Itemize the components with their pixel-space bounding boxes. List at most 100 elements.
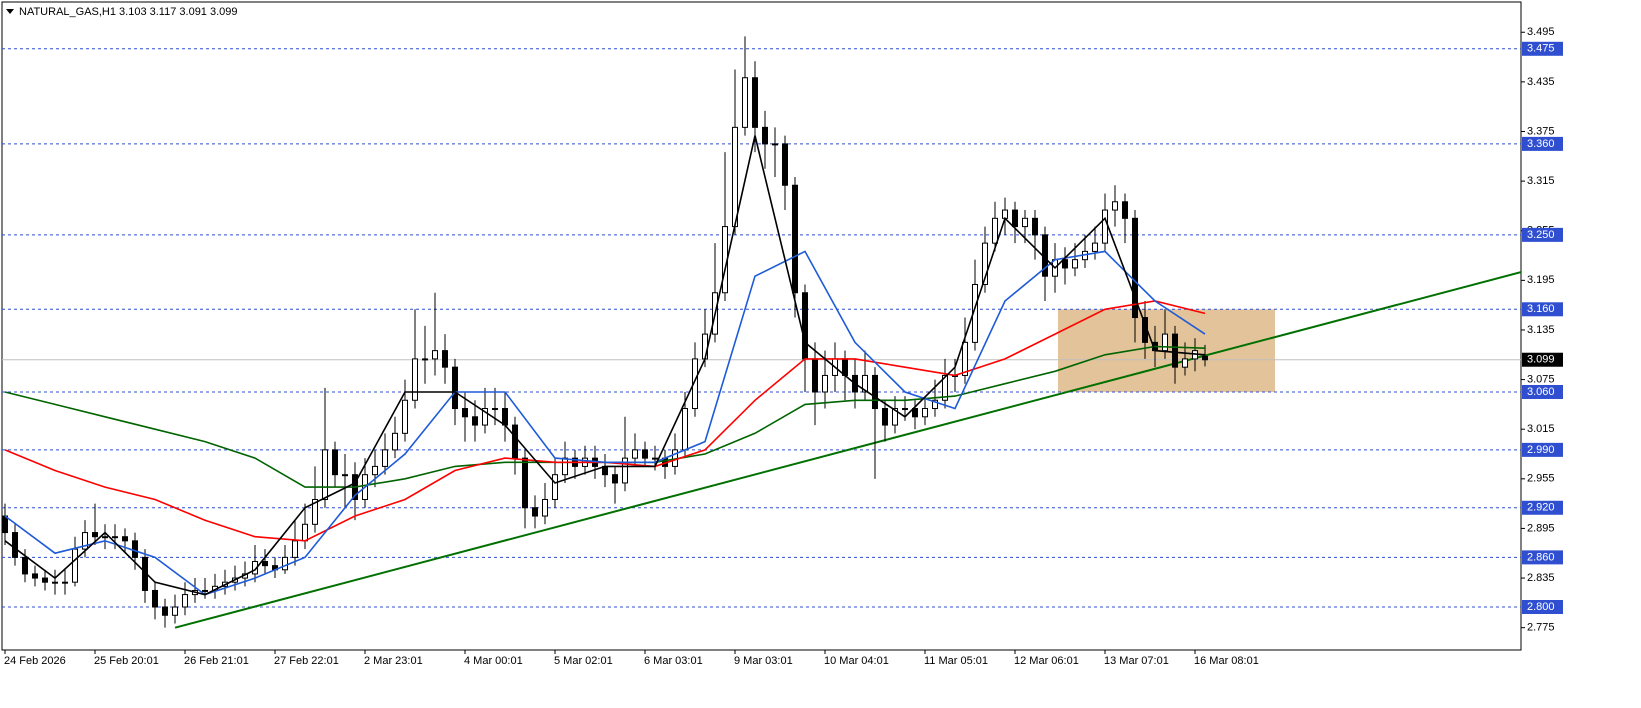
candle-body	[1012, 209, 1018, 228]
candle-body	[902, 408, 908, 411]
candle-body	[502, 408, 508, 426]
candle-body	[392, 432, 398, 451]
candle-body	[822, 374, 828, 393]
candle-body	[962, 341, 968, 376]
level-label-box	[1522, 500, 1563, 515]
candle-body	[432, 350, 438, 360]
plot-layer	[2, 36, 1521, 629]
candle-body	[1172, 333, 1178, 368]
candle-body	[472, 416, 478, 426]
candle-body	[542, 498, 548, 517]
candle-body	[982, 242, 988, 285]
candle-body	[682, 408, 688, 451]
candle-body	[772, 143, 778, 146]
candle-body	[462, 408, 468, 418]
candle-body	[642, 449, 648, 459]
candle-body	[1122, 201, 1128, 219]
candle-body	[1092, 242, 1098, 252]
y-tick-label: 3.075	[1527, 373, 1555, 385]
level-label-box	[1522, 136, 1563, 151]
y-tick-label: 3.195	[1527, 274, 1555, 286]
candle-body	[202, 589, 208, 592]
candle-body	[652, 457, 658, 460]
candle-body	[752, 77, 758, 128]
candle-body	[1162, 333, 1168, 352]
level-label-box	[1522, 227, 1563, 242]
last-price-box	[1522, 352, 1563, 367]
x-tick-label: 2 Mar 23:01	[364, 655, 423, 667]
candle-body	[152, 589, 158, 608]
level-label: 2.860	[1527, 551, 1555, 563]
candle-body	[522, 457, 528, 509]
candle-body	[422, 358, 428, 361]
y-tick-label: 2.835	[1527, 572, 1555, 584]
chart-title: NATURAL_GAS,H1 3.103 3.117 3.091 3.099	[19, 6, 238, 18]
candle-body	[1022, 217, 1028, 228]
candle-body	[632, 449, 638, 459]
level-label-box	[1522, 41, 1563, 56]
y-tick-label: 3.495	[1527, 26, 1555, 38]
candle-body	[122, 536, 128, 542]
x-tick-label: 12 Mar 06:01	[1014, 655, 1079, 667]
candle-body	[62, 581, 68, 584]
level-label: 3.160	[1527, 303, 1555, 315]
y-tick-label: 3.135	[1527, 324, 1555, 336]
candle-body	[22, 556, 28, 575]
level-label-box	[1522, 599, 1563, 614]
candle-body	[742, 77, 748, 128]
candle-body	[32, 573, 38, 579]
x-tick-label: 25 Feb 20:01	[94, 655, 159, 667]
candle-body	[322, 449, 328, 500]
level-label-box	[1522, 442, 1563, 457]
x-tick-label: 13 Mar 07:01	[1104, 655, 1169, 667]
candle-body	[702, 333, 708, 360]
candle-body	[162, 606, 168, 616]
y-tick-label: 3.015	[1527, 423, 1555, 435]
candle-body	[2, 515, 8, 534]
candle-body	[12, 532, 18, 558]
candle-body	[1062, 259, 1068, 269]
candle-body	[692, 358, 698, 410]
candle-body	[342, 474, 348, 477]
x-tick-label: 6 Mar 03:01	[644, 655, 703, 667]
candle-body	[302, 523, 308, 542]
collapse-arrow	[6, 9, 14, 14]
candle-body	[282, 556, 288, 571]
level-label-box	[1522, 302, 1563, 317]
moving-average	[4, 135, 1206, 596]
x-tick-label: 11 Mar 05:01	[924, 655, 988, 667]
last-price-label: 3.099	[1527, 354, 1555, 366]
candle-body	[262, 561, 268, 567]
candle-body	[102, 536, 108, 539]
candle-body	[532, 507, 538, 517]
candle-body	[382, 449, 388, 467]
candle-body	[52, 581, 58, 584]
candle-body	[312, 498, 318, 525]
candle-body	[1002, 209, 1008, 219]
candle-body	[802, 292, 808, 360]
level-label: 2.990	[1527, 444, 1555, 456]
candle-body	[1032, 217, 1038, 236]
candle-body	[512, 424, 518, 459]
candle-body	[372, 465, 378, 476]
plot-frame	[1, 1, 1522, 651]
candle-body	[882, 408, 888, 426]
candle-body	[562, 457, 568, 476]
y-tick-label: 3.375	[1527, 125, 1555, 137]
candle-body	[552, 474, 558, 500]
candle-body	[82, 532, 88, 550]
trendline	[174, 271, 1521, 629]
candle-body	[612, 474, 618, 484]
candle-body	[132, 540, 138, 558]
candle-body	[812, 358, 818, 393]
y-tick-label: 2.955	[1527, 473, 1555, 485]
level-label-box	[1522, 384, 1563, 399]
candle-body	[1132, 217, 1138, 319]
candle-body	[732, 126, 738, 228]
candle-body	[1202, 355, 1208, 361]
x-tick-label: 16 Mar 08:01	[1194, 655, 1259, 667]
candle-body	[622, 457, 628, 484]
candle-body	[182, 594, 188, 608]
level-label-box	[1522, 550, 1563, 565]
candle-body	[1112, 201, 1118, 211]
